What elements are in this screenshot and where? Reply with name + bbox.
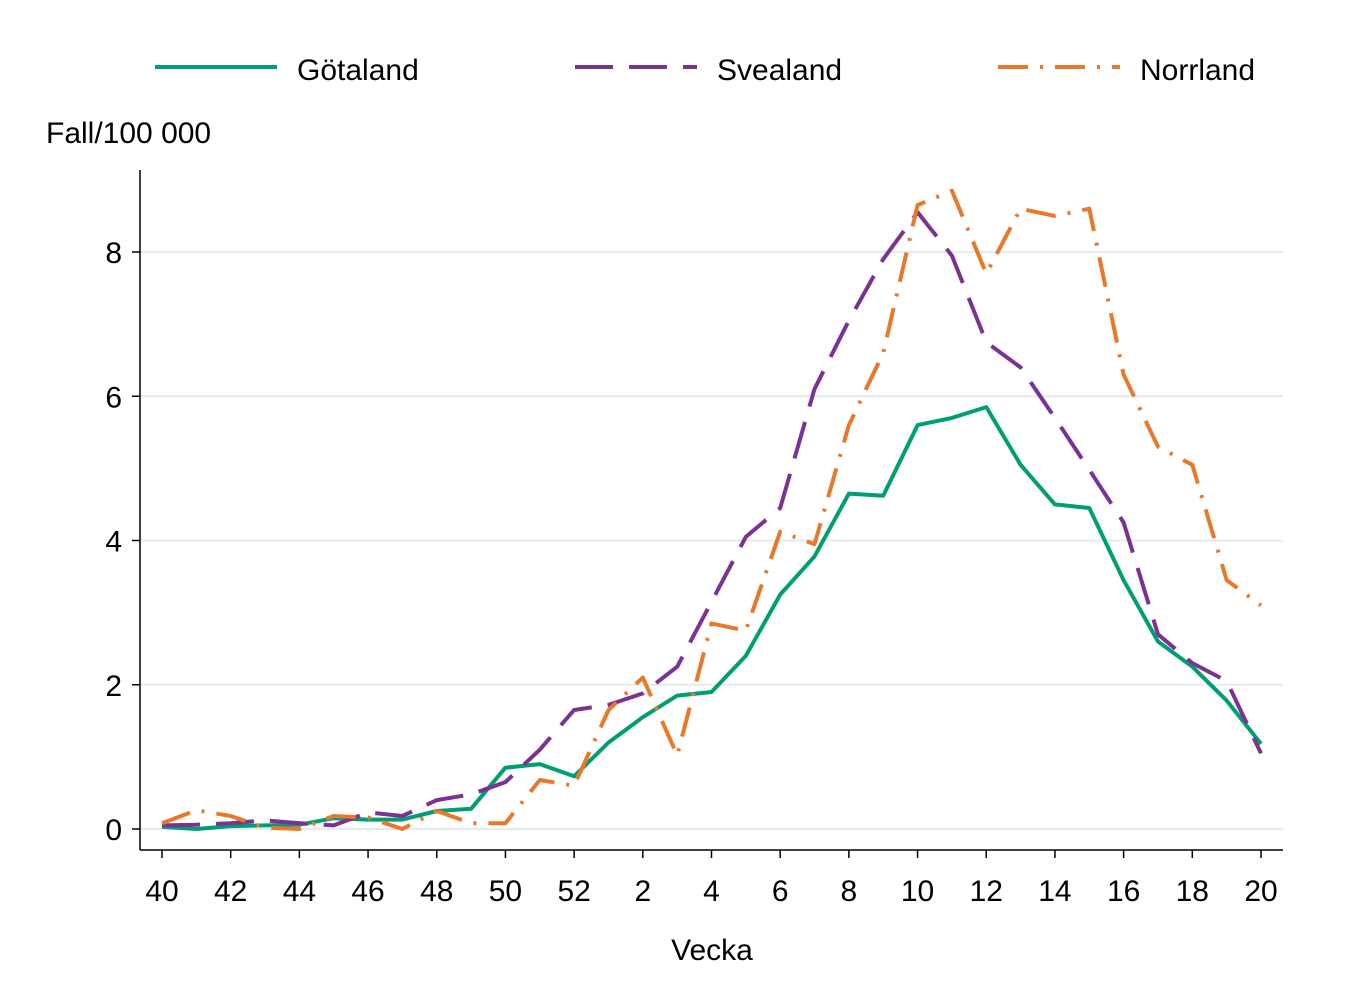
y-axis-title: Fall/100 000	[46, 117, 211, 150]
x-tick-label-50: 50	[489, 875, 522, 908]
x-tick-label-52: 52	[557, 875, 590, 908]
x-tick-label-2: 2	[634, 875, 651, 908]
legend-label-svealand: Svealand	[717, 54, 842, 87]
x-tick-label-18: 18	[1176, 875, 1209, 908]
x-tick-label-4: 4	[703, 875, 720, 908]
x-tick-label-16: 16	[1107, 875, 1140, 908]
series-line-svealand	[161, 210, 1263, 828]
x-axis-title: Vecka	[671, 934, 753, 967]
legend-label-norrland: Norrland	[1140, 54, 1255, 87]
x-tick-label-10: 10	[901, 875, 934, 908]
x-tick-label-44: 44	[283, 875, 316, 908]
axes	[139, 170, 1283, 851]
series-lines	[161, 188, 1263, 831]
legend: Götaland Svealand Norrland	[155, 54, 1255, 87]
y-tick-label-2: 2	[105, 670, 122, 703]
x-tick-label-42: 42	[214, 875, 247, 908]
x-tick-label-6: 6	[772, 875, 789, 908]
x-tick-label-12: 12	[970, 875, 1003, 908]
y-tick-label-8: 8	[105, 237, 122, 270]
x-tick-label-14: 14	[1038, 875, 1071, 908]
y-tick-label-6: 6	[105, 381, 122, 414]
x-tick-label-20: 20	[1244, 875, 1277, 908]
y-tick-label-0: 0	[105, 814, 122, 847]
gridlines	[140, 251, 1283, 830]
series-line-norrland	[161, 188, 1263, 831]
legend-label-götaland: Götaland	[297, 54, 419, 87]
series-line-götaland	[161, 405, 1263, 831]
x-ticks: 40 42 44 46 48 50 52 2 4 6 8 10 12 14 16 18 20	[145, 850, 1278, 908]
y-tick-label-4: 4	[105, 526, 122, 559]
x-tick-label-8: 8	[841, 875, 858, 908]
x-tick-label-40: 40	[145, 875, 178, 908]
x-tick-label-46: 46	[351, 875, 384, 908]
y-ticks: 0 2 4 6 8	[105, 237, 140, 847]
x-tick-label-48: 48	[420, 875, 453, 908]
